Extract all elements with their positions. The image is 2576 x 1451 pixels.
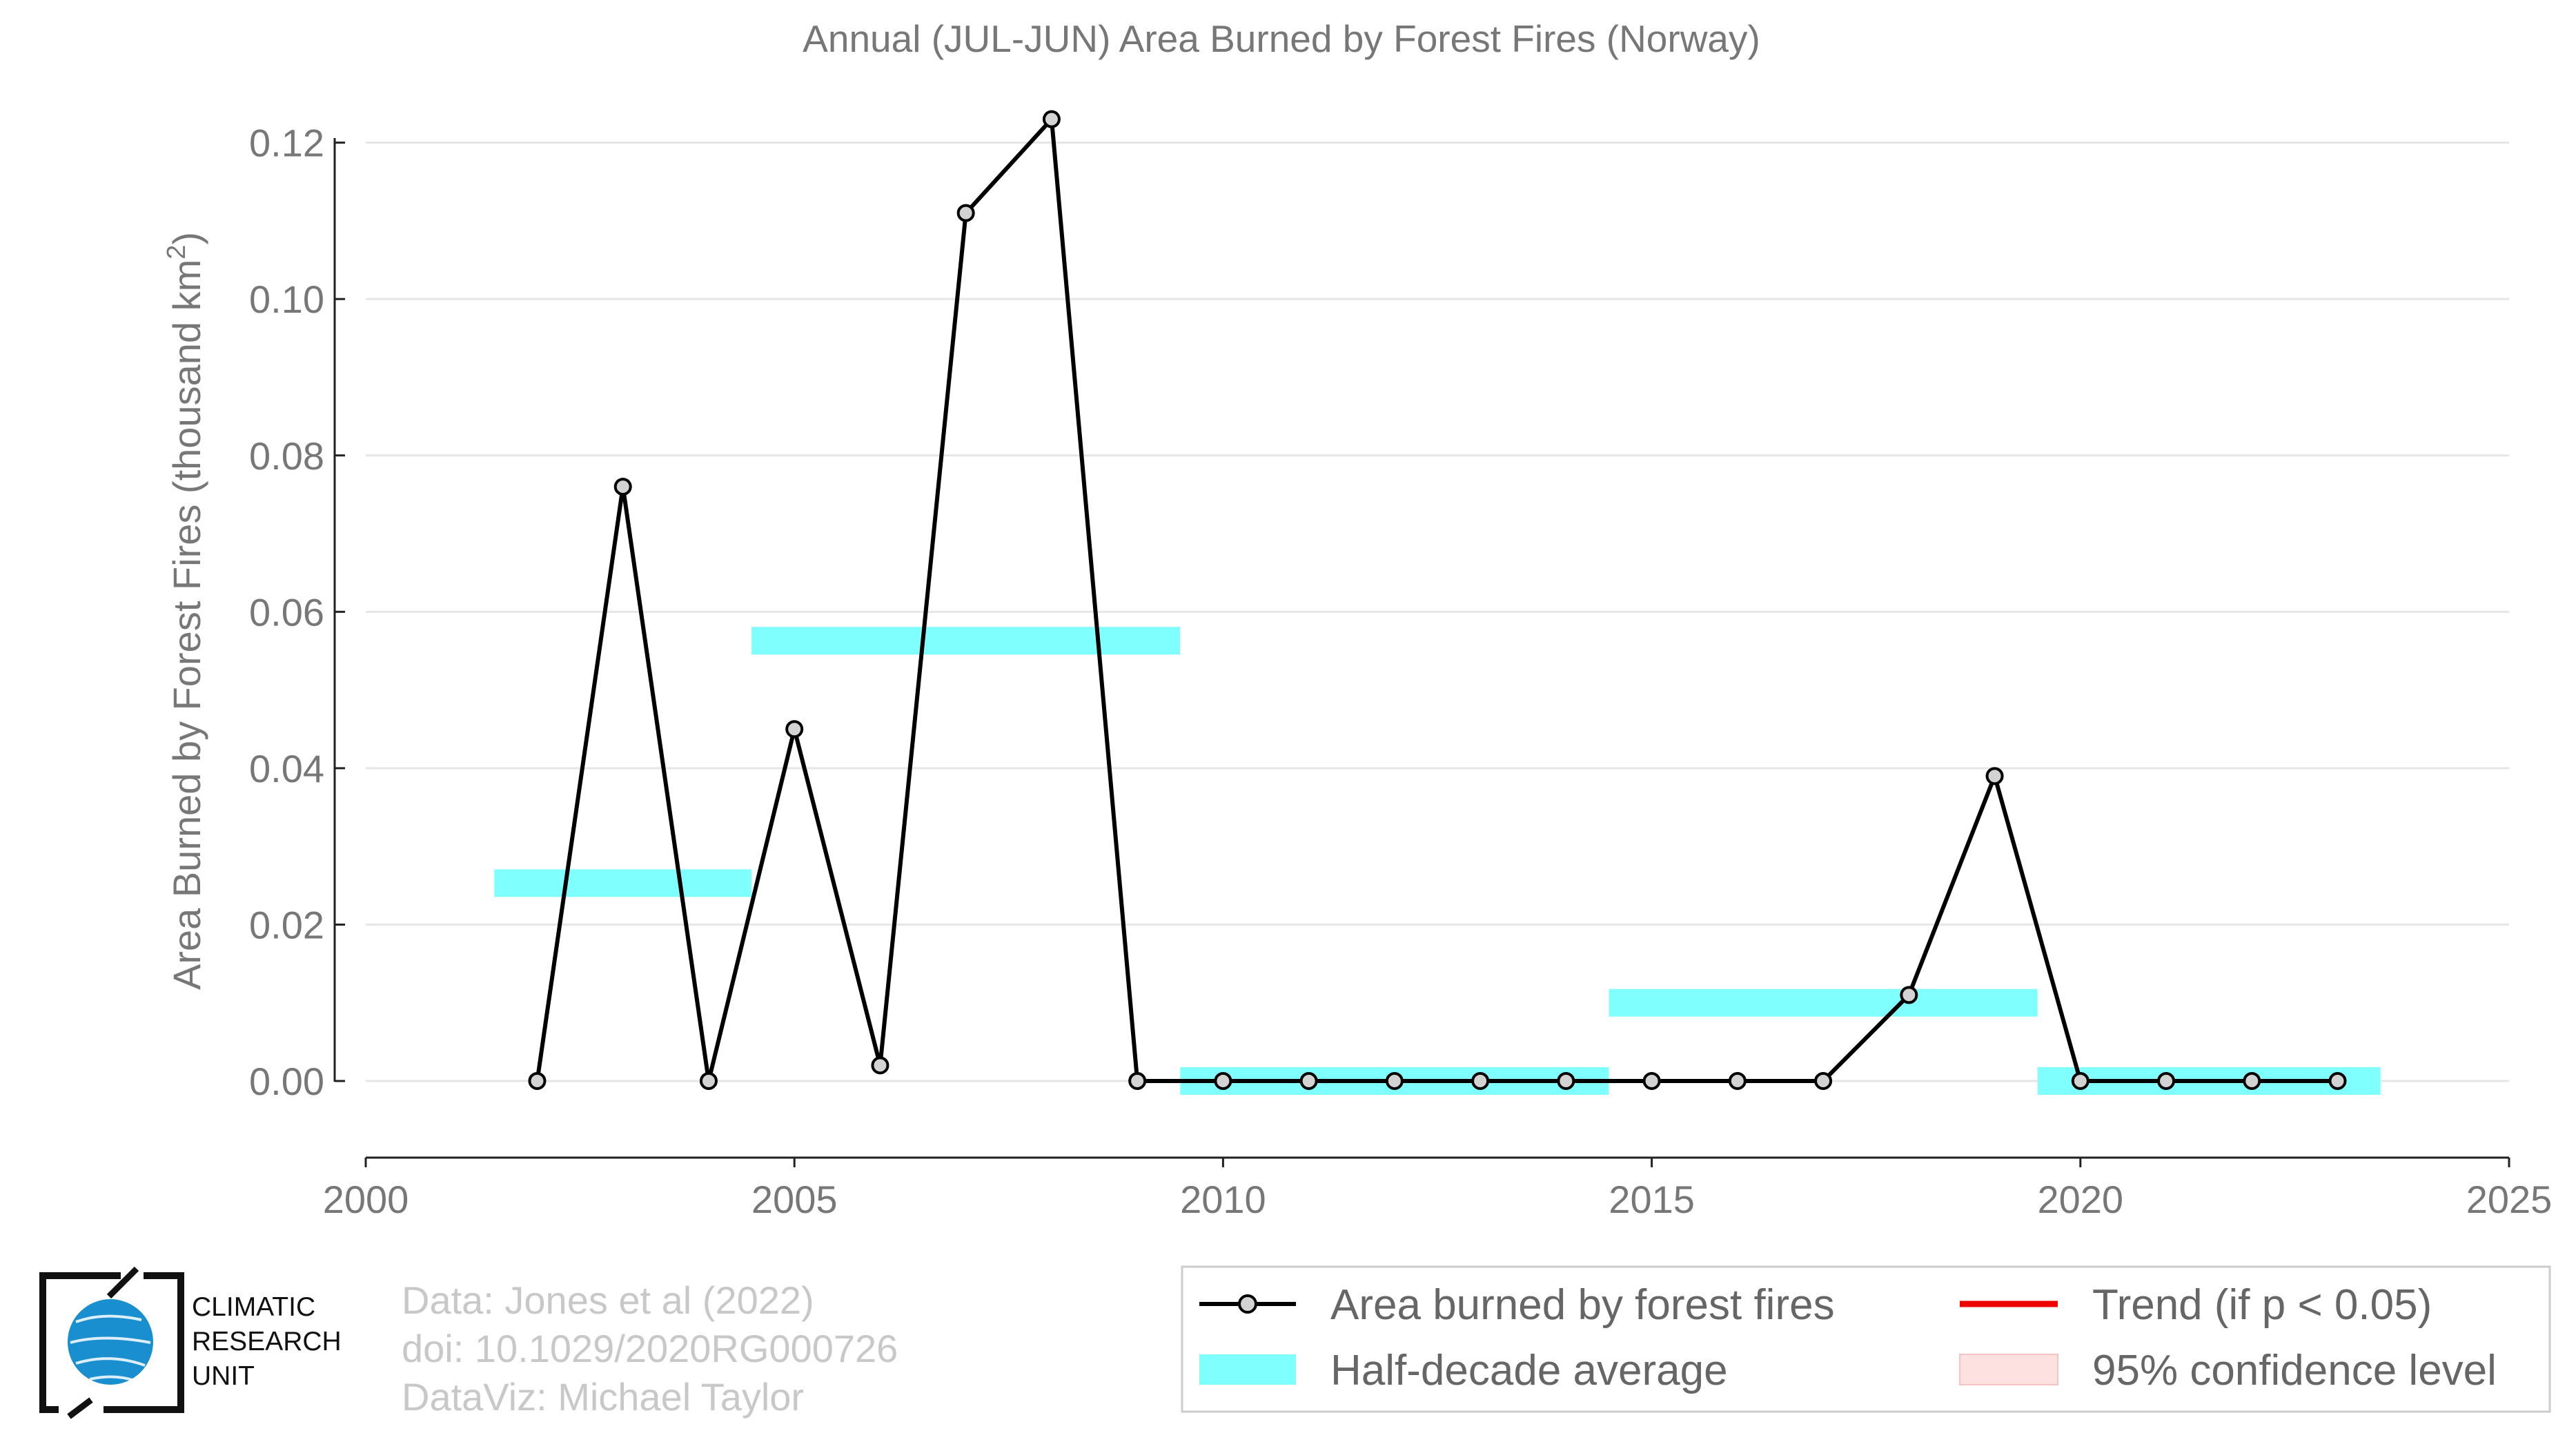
y-tick-label: 0.06 (249, 590, 324, 634)
series-points (528, 110, 2347, 1090)
data-point (1128, 1071, 1147, 1090)
data-point (528, 1071, 547, 1090)
y-axis-label-superscript: 2 (162, 245, 191, 260)
legend-label-average: Half-decade average (1330, 1347, 1728, 1394)
y-tick-label: 0.04 (249, 747, 324, 790)
legend-label-series: Area burned by forest fires (1330, 1281, 1835, 1329)
data-point (2328, 1071, 2347, 1090)
data-point (2243, 1071, 2261, 1090)
data-point (1985, 767, 2004, 786)
x-tick-label: 2000 (323, 1178, 409, 1221)
data-point (1642, 1071, 1661, 1090)
data-point (1471, 1071, 1490, 1090)
legend-label-trend: Trend (if p < 0.05) (2092, 1281, 2432, 1329)
area-burned-line (535, 117, 2338, 1083)
y-tick-label: 0.10 (249, 277, 324, 321)
y-axis-label-suffix: ) (165, 232, 208, 245)
half-decade-average-bar (751, 627, 1181, 655)
data-point (1214, 1071, 1232, 1090)
half-decade-average-bars (494, 627, 2381, 1095)
half-decade-average-bar (494, 869, 752, 897)
credits-dataviz: DataViz: Michael Taylor (402, 1375, 804, 1419)
gridlines (366, 142, 2509, 1082)
legend-label-confidence: 95% confidence level (2092, 1347, 2497, 1394)
data-point (785, 720, 804, 739)
y-axis-label-main: Area Burned by Forest Fires (thousand km (165, 260, 208, 990)
y-tick-label: 0.08 (249, 434, 324, 478)
globe-swirl (70, 1314, 151, 1382)
logo-text-line2: RESEARCH (192, 1327, 342, 1356)
y-tick-label: 0.02 (249, 903, 324, 946)
credits-data: Data: Jones et al (2022) (402, 1278, 814, 1322)
data-point (1814, 1071, 1833, 1090)
data-point (613, 478, 632, 496)
chart-title: Annual (JUL-JUN) Area Burned by Forest F… (803, 17, 1760, 60)
globe-icon (68, 1299, 153, 1385)
data-point (1900, 986, 1918, 1004)
legend-swatch-marker (1238, 1294, 1257, 1314)
series-line (535, 117, 2338, 1083)
data-point (1385, 1071, 1404, 1090)
data-point (1042, 110, 1061, 128)
logo-text-line1: CLIMATIC (192, 1292, 315, 1322)
x-tick-label: 2020 (2038, 1178, 2124, 1221)
y-tick-label: 0.00 (249, 1060, 324, 1103)
legend-swatch-confidence (1959, 1354, 2058, 1385)
x-tick-label: 2010 (1180, 1178, 1266, 1221)
logo-frame (39, 1272, 184, 1413)
cru-logo: CLIMATIC RESEARCH UNIT (39, 1266, 342, 1419)
x-tick-label: 2025 (2466, 1178, 2553, 1221)
data-point (956, 204, 975, 222)
x-tick-label: 2005 (751, 1178, 838, 1221)
data-point (2157, 1071, 2176, 1090)
half-decade-average-bar (1609, 989, 2038, 1017)
logo-text-line3: UNIT (192, 1361, 255, 1391)
y-axis-label: Area Burned by Forest Fires (thousand km… (162, 232, 208, 990)
legend-box (1181, 1265, 2551, 1413)
legend: Area burned by forest fires Trend (if p … (1181, 1265, 2551, 1413)
data-point (2071, 1071, 2090, 1090)
legend-swatch-average (1199, 1354, 1296, 1385)
data-point (1728, 1071, 1747, 1090)
data-point (1557, 1071, 1575, 1090)
data-point (871, 1056, 889, 1075)
logo-slash (67, 1266, 139, 1419)
x-tick-label: 2015 (1609, 1178, 1695, 1221)
data-point (1299, 1071, 1318, 1090)
credits-doi: doi: 10.1029/2020RG000726 (402, 1327, 898, 1370)
data-point (699, 1071, 718, 1090)
y-tick-label: 0.12 (249, 121, 324, 165)
x-axis-ticks: 2000 2005 2010 2015 2020 2025 (323, 1158, 2553, 1221)
y-axis-ticks: 0.00 0.02 0.04 0.06 0.08 0.10 0.12 (249, 121, 345, 1103)
